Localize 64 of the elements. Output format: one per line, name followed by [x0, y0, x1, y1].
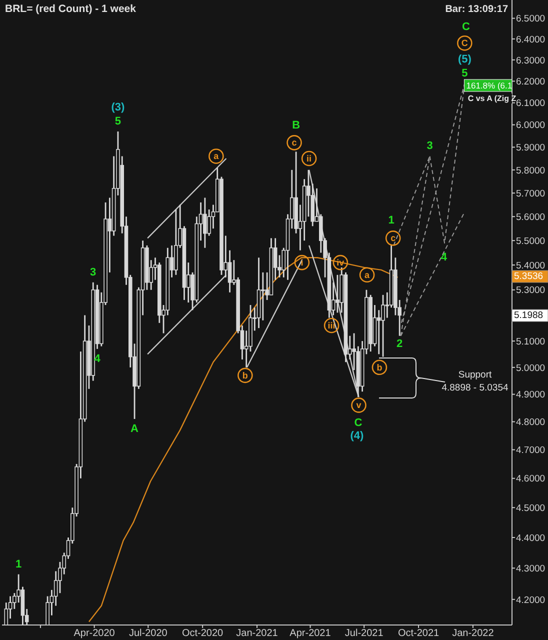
y-tick-label: 5.0000	[516, 362, 546, 374]
y-tick-label: 6.4000	[516, 34, 546, 46]
annotation: C	[462, 21, 470, 33]
y-tick-label: 6.0000	[516, 120, 546, 132]
y-tick-label: 4.5000	[516, 502, 546, 514]
annotation: a	[214, 151, 220, 162]
y-tick-label: 6.2000	[516, 76, 546, 88]
annotation: (5)	[458, 53, 472, 66]
annotation: C	[461, 38, 468, 48]
x-tick-label: Oct-2021	[398, 628, 440, 640]
annotation: A	[130, 422, 139, 435]
y-tick-label: 6.3000	[516, 55, 546, 66]
annotation: iii	[328, 320, 336, 330]
annotation: 4.8898 - 5.0354	[442, 382, 508, 394]
y-tick-label: 4.8000	[516, 417, 546, 428]
x-tick-label: Jul-2021	[344, 628, 384, 640]
y-tick-label: 6.1000	[516, 98, 546, 110]
annotation: b	[376, 362, 383, 372]
y-tick-label: 4.6000	[516, 474, 546, 485]
annotation: 5	[114, 115, 122, 128]
annotation: 5	[462, 67, 468, 80]
annotation: 3	[90, 266, 96, 278]
y-tick-label: 5.7000	[516, 188, 546, 200]
y-tick-label: 4.7000	[516, 445, 546, 456]
annotation: Bar: 13:09:17	[445, 4, 508, 15]
annotation: ii	[306, 153, 312, 164]
annotation: Support	[458, 370, 492, 380]
annotation: 2	[396, 338, 403, 350]
y-tick-label: 5.6000	[516, 212, 546, 223]
annotation: 3	[426, 140, 433, 152]
annotation: 5.1988	[514, 310, 544, 322]
y-tick-label: 4.9000	[516, 390, 546, 401]
y-tick-label: 5.5000	[516, 236, 546, 247]
annotation: c	[390, 233, 396, 244]
annotation: C	[354, 417, 362, 430]
x-tick-label: Apr-2020	[74, 628, 116, 640]
annotation: i	[300, 258, 304, 268]
annotation: 4	[440, 252, 448, 264]
x-tick-label: Jan-2022	[452, 628, 494, 640]
x-tick-label: Jan-2021	[236, 628, 278, 640]
y-tick-label: 5.1000	[516, 336, 546, 348]
x-tick-label: Apr-2021	[290, 628, 332, 640]
y-tick-label: 5.9000	[516, 142, 546, 154]
annotation: a	[364, 270, 371, 280]
annotation: c	[292, 138, 297, 148]
annotation: (3)	[111, 101, 126, 114]
annotation: b	[242, 370, 248, 380]
y-tick-label: 5.3000	[516, 285, 546, 296]
y-tick-label: 4.2000	[516, 594, 546, 606]
annotation: 5.3536	[514, 270, 544, 282]
annotation: 1	[16, 558, 22, 570]
annotation: v	[356, 400, 362, 410]
annotation: 161.8% (6.1	[466, 80, 512, 90]
chart-title: BRL= (red Count) - 1 week	[5, 3, 136, 15]
annotation: B	[292, 120, 300, 132]
y-tick-label: 5.8000	[516, 165, 546, 176]
annotation: (4)	[350, 430, 364, 442]
annotation: 1	[388, 214, 394, 226]
y-tick-label: 6.5000	[516, 14, 546, 25]
y-tick-label: 4.4000	[516, 532, 546, 544]
x-tick-label: Oct-2020	[182, 628, 224, 640]
x-tick-label: Jul-2020	[128, 628, 168, 640]
y-tick-label: 5.4000	[516, 260, 546, 272]
y-tick-label: 4.3000	[516, 563, 546, 574]
